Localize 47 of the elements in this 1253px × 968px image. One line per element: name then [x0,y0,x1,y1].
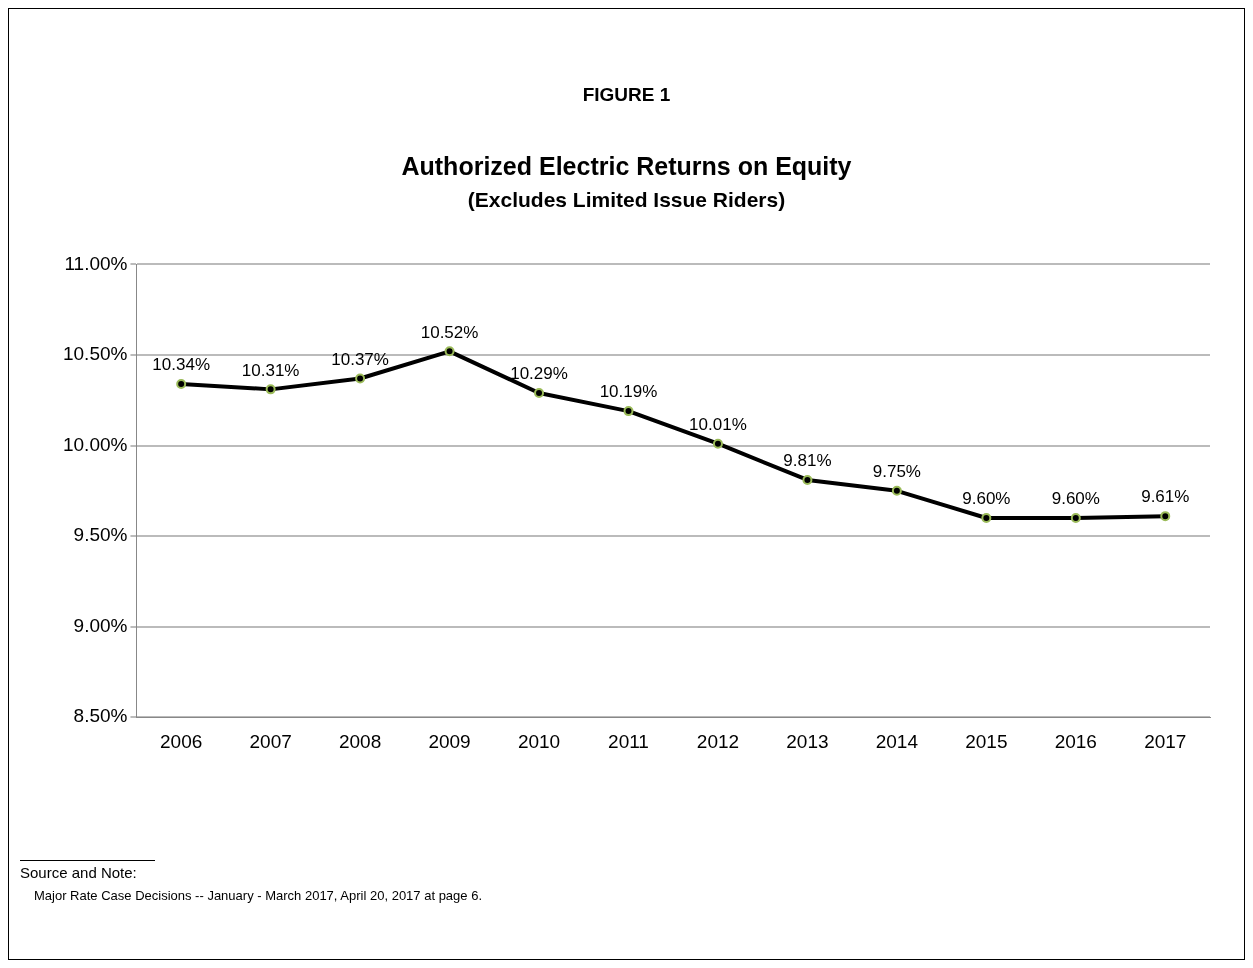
x-tick-label: 2009 [428,730,471,752]
text: Major Rate Case Decisions -- January - March 2017, April 20, 2017 at page 6. [34,887,483,905]
data-label: 10.37% [331,349,389,369]
x-tick-label: 2015 [965,730,1008,752]
source-note: Source and Note: [20,864,137,881]
caption: FIGURE 1 [581,84,672,106]
data-label: 9.75% [872,461,921,481]
point [355,373,366,384]
point [981,512,992,523]
data-label: 10.01% [689,414,747,434]
point [1160,511,1171,522]
x-tick-label: 2008 [338,730,382,752]
x-tick-label: 2006 [160,730,203,752]
data-label: 9.61% [1141,487,1190,507]
data-label: 9.60% [1051,489,1100,509]
x-tick-label: 2013 [786,730,829,752]
point [176,378,187,389]
point [534,388,545,398]
x-tick-label: 2011 [608,730,649,752]
point [265,384,276,395]
chart-subtitle: (Excludes Limited Issue Riders) [466,188,787,212]
point [712,438,723,449]
point [623,406,634,417]
x-tick-label: 2010 [517,730,561,752]
data-label: 10.31% [241,360,300,380]
x-tick-label: 2007 [249,730,292,752]
data-label: 10.19% [599,382,658,402]
data-label: 9.60% [962,489,1011,509]
point [444,346,455,357]
y-tick-label: 9.50% [73,524,128,546]
x-tick-label: 2014 [875,730,919,752]
x-tick-label: 2016 [1054,730,1097,752]
point [802,474,813,485]
y-tick-label: 8.50% [73,705,128,727]
chart-title: Authorized Electric Returns on Equity [400,152,853,181]
data-label: 10.29% [510,364,568,384]
y-tick-label: 11.00% [64,252,128,274]
data-label: 10.52% [420,322,479,342]
x-tick-label: 2017 [1144,730,1187,752]
y-tick-label: 10.00% [62,433,128,455]
data-label: 9.81% [783,451,832,471]
point [891,485,902,496]
y-tick-label: 9.00% [73,614,128,636]
point [1070,512,1081,523]
x-tick-label: 2012 [696,730,740,752]
y-tick-label: 10.50% [62,343,128,365]
data-label: 10.34% [152,355,211,375]
